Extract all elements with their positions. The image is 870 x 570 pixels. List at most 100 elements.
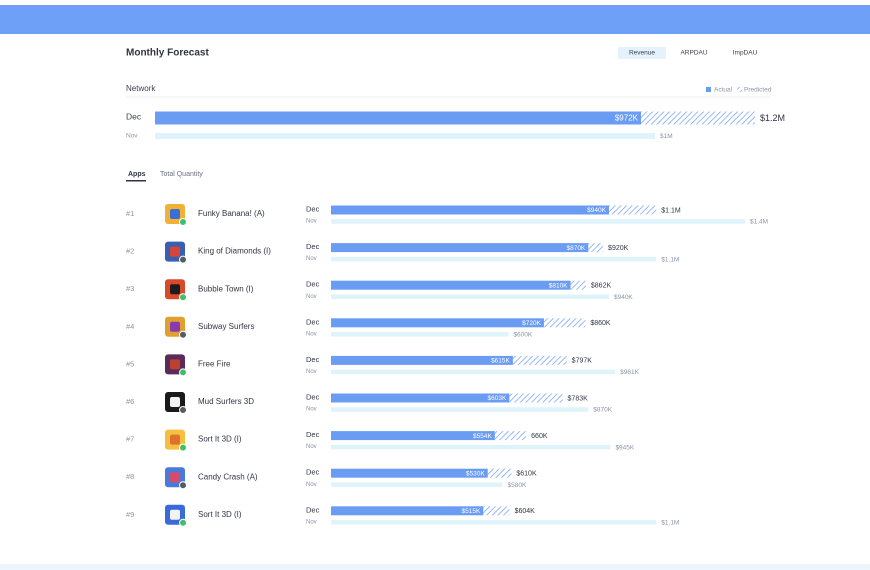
actual-label: $603K [488,395,507,402]
predicted-bar [570,280,586,290]
platform-badge [179,218,187,226]
previous-bar [331,482,503,487]
previous-bar [331,369,616,375]
month-label: Dec [306,317,320,326]
tab[interactable]: ImpDAU [733,50,758,57]
month-label: Nov [306,294,317,300]
total-label: $1.1M [661,207,681,214]
month-label: Dec [306,430,320,439]
app-name[interactable]: Sort It 3D (I) [198,435,242,444]
previous-bar [155,133,655,139]
previous-label: $1.1M [661,520,679,527]
rank: #9 [126,510,134,519]
app-icon-detail [170,397,180,407]
actual-bar [331,431,495,441]
predicted-bar [509,393,563,403]
platform-badge [179,518,187,527]
platform-badge [179,330,187,339]
actual-bar [331,205,609,215]
actual-label: $615K [491,358,510,365]
platform-badge [179,406,187,414]
predicted-bar [641,111,755,125]
app-name[interactable]: Sort It 3D (I) [198,510,242,519]
month-label: Nov [306,219,317,225]
app-name[interactable]: Mud Surfers 3D [198,397,254,406]
rank: #3 [126,284,134,293]
total-label: $797K [572,358,593,365]
month-label: Dec [306,242,320,251]
actual-label: $515K [461,508,480,515]
total-label: $920K [608,245,629,252]
tab[interactable]: ARPDAU [680,50,707,57]
previous-bar [331,407,589,412]
previous-bar [331,256,657,262]
month-label: Dec [306,280,320,289]
subtab[interactable]: Apps [128,171,146,178]
previous-label: $961K [620,369,639,376]
rank: #4 [126,322,134,331]
app-name[interactable]: Subway Surfers [198,322,254,331]
rank: #6 [126,397,134,406]
legend-swatch [706,87,711,92]
platform-badge [179,368,187,377]
app-icon-detail [170,509,180,520]
app-name[interactable]: Free Fire [198,360,231,369]
total-label: $604K [515,508,536,515]
actual-label: $972K [615,114,639,123]
month-label: Nov [306,331,317,337]
app-icon-detail [170,246,180,257]
legend-swatch [737,87,742,92]
month-label: Dec [306,204,320,213]
previous-bar [331,294,609,299]
previous-label: $940K [614,294,633,301]
total-label: $862K [591,283,612,290]
month-label: Dec [306,355,320,364]
total-label: 660K [531,433,548,440]
month-label: Dec [126,111,142,121]
predicted-bar [487,468,512,478]
predicted-bar [588,243,604,253]
platform-badge [179,481,187,490]
app-icon-detail [170,434,180,445]
predicted-bar [608,205,657,215]
actual-bar [331,506,484,516]
subtab[interactable]: Total Quantity [160,171,203,178]
predicted-bar [512,355,567,365]
app-name[interactable]: Funky Banana! (A) [198,209,265,218]
previous-label: $1.4M [750,219,768,226]
subtab-underline [126,180,146,182]
actual-bar [331,468,488,478]
actual-bar [331,318,544,328]
page-title: Monthly Forecast [126,48,209,59]
previous-label: $600K [513,332,532,339]
section-label: Network [126,84,156,93]
actual-bar [331,393,510,403]
app-name[interactable]: Candy Crash (A) [198,472,258,481]
platform-badge [179,293,187,302]
previous-label: $945K [615,444,634,451]
previous-bar [331,520,657,525]
previous-label: $1M [660,133,673,140]
month-label: Dec [306,392,320,401]
previous-bar [331,444,611,450]
rank: #8 [126,472,134,481]
previous-label: $1.1M [661,256,679,263]
app-icon-detail [170,359,180,370]
actual-label: $870K [566,245,585,252]
app-icon-detail [170,321,180,332]
legend-label: Predicted [744,87,772,94]
actual-bar [331,243,589,253]
month-label: Nov [306,519,317,525]
app-name[interactable]: Bubble Town (I) [198,284,254,293]
month-label: Nov [306,482,317,488]
actual-bar [155,111,641,125]
app-name[interactable]: King of Diamonds (I) [198,247,271,256]
total-label: $783K [568,395,589,402]
actual-label: $940K [587,207,606,214]
predicted-bar [494,431,527,441]
tab[interactable]: Revenue [629,50,655,57]
total-label: $860K [590,320,611,327]
predicted-bar [543,318,586,328]
actual-bar [331,355,513,365]
